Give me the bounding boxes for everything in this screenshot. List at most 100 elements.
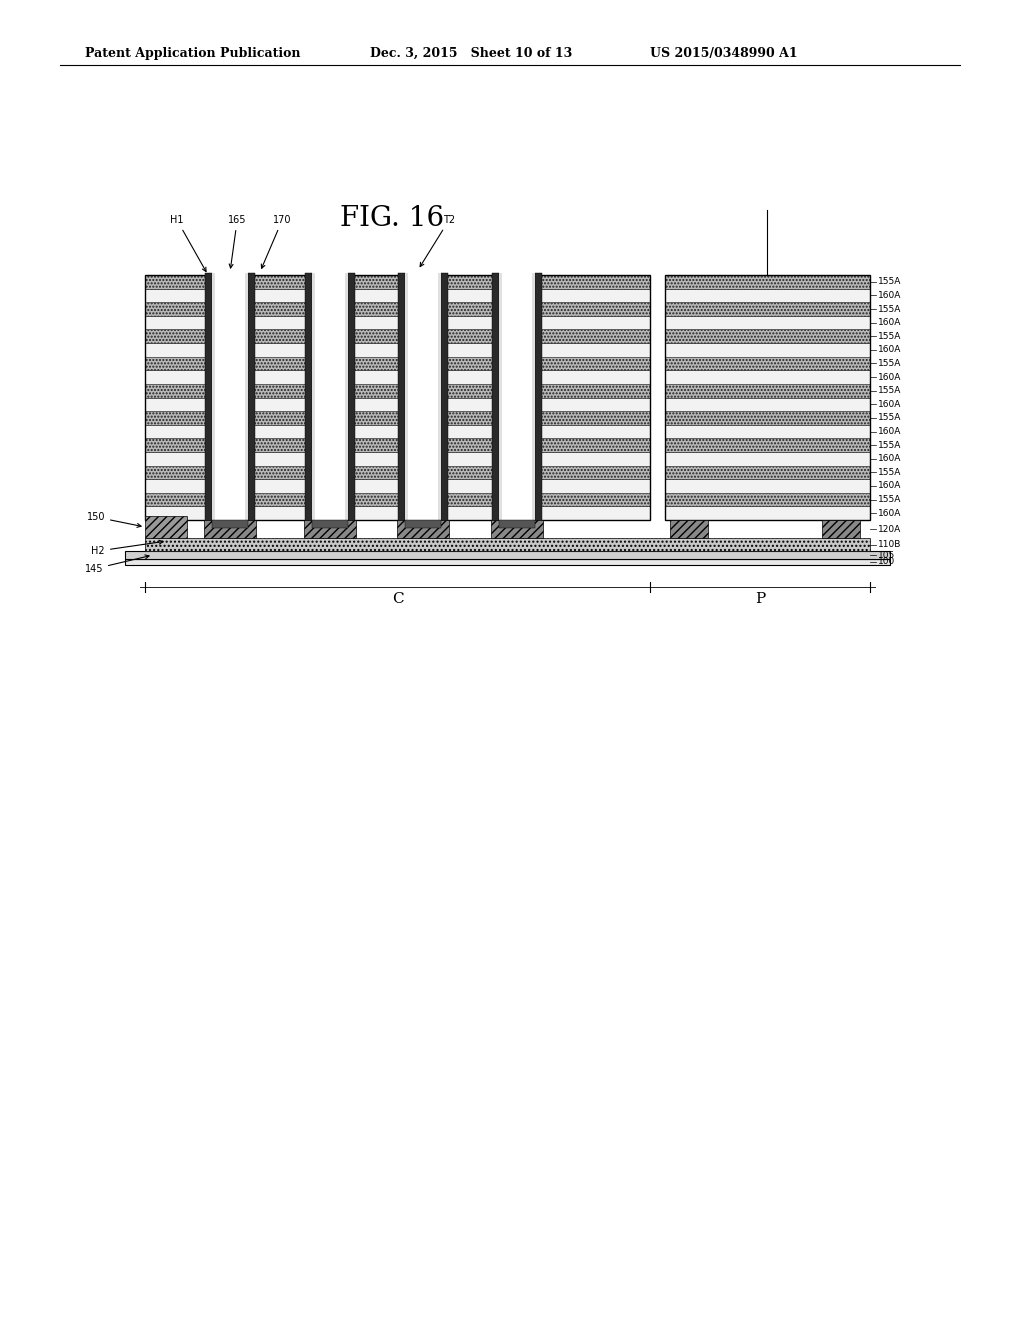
- Bar: [212, 273, 248, 521]
- Text: Dec. 3, 2015   Sheet 10 of 13: Dec. 3, 2015 Sheet 10 of 13: [370, 48, 572, 59]
- Text: US 2015/0348990 A1: US 2015/0348990 A1: [650, 48, 798, 59]
- Bar: [145, 507, 650, 520]
- Bar: [205, 273, 212, 521]
- Bar: [145, 516, 187, 539]
- Bar: [665, 466, 870, 479]
- Bar: [665, 384, 870, 397]
- Bar: [145, 438, 650, 451]
- Bar: [145, 451, 650, 466]
- Bar: [665, 507, 870, 520]
- Bar: [145, 343, 650, 356]
- Text: 110B: 110B: [878, 540, 901, 549]
- Bar: [665, 479, 870, 492]
- Text: 155A: 155A: [878, 331, 901, 341]
- Text: 165: 165: [228, 215, 247, 268]
- Text: 160A: 160A: [878, 372, 901, 381]
- Bar: [145, 397, 650, 411]
- Bar: [665, 275, 870, 289]
- Text: 155A: 155A: [878, 441, 901, 450]
- Bar: [304, 520, 356, 539]
- Text: 160A: 160A: [878, 508, 901, 517]
- Bar: [406, 273, 441, 521]
- Bar: [145, 539, 870, 550]
- Text: 160A: 160A: [878, 428, 901, 436]
- Bar: [490, 520, 543, 539]
- Bar: [822, 520, 860, 539]
- Text: Patent Application Publication: Patent Application Publication: [85, 48, 300, 59]
- Text: 120A: 120A: [878, 524, 901, 533]
- Bar: [212, 520, 248, 528]
- Bar: [499, 520, 535, 528]
- Bar: [665, 343, 870, 356]
- Text: 155A: 155A: [878, 359, 901, 368]
- Bar: [441, 273, 449, 521]
- Text: 155A: 155A: [878, 387, 901, 395]
- Bar: [145, 492, 650, 507]
- Bar: [312, 520, 348, 528]
- Bar: [145, 356, 650, 371]
- Bar: [502, 273, 532, 521]
- Text: 160A: 160A: [878, 346, 901, 354]
- Text: T2: T2: [420, 215, 455, 267]
- Bar: [397, 520, 449, 539]
- Bar: [305, 273, 312, 521]
- Bar: [665, 451, 870, 466]
- Bar: [665, 371, 870, 384]
- Text: 160A: 160A: [878, 482, 901, 491]
- Bar: [312, 273, 348, 521]
- Bar: [248, 273, 255, 521]
- Text: 155A: 155A: [878, 467, 901, 477]
- Text: 160A: 160A: [878, 318, 901, 327]
- Bar: [348, 273, 355, 521]
- Text: C: C: [392, 591, 403, 606]
- Text: 145: 145: [85, 554, 150, 574]
- Bar: [665, 356, 870, 371]
- Text: 160A: 160A: [878, 400, 901, 409]
- Bar: [145, 315, 650, 330]
- Bar: [665, 275, 870, 520]
- Bar: [125, 550, 890, 558]
- Bar: [145, 479, 650, 492]
- Bar: [665, 411, 870, 425]
- Text: 105: 105: [878, 550, 895, 560]
- Bar: [665, 289, 870, 302]
- Text: 170: 170: [261, 215, 292, 268]
- Bar: [145, 289, 650, 302]
- Bar: [398, 273, 406, 521]
- Bar: [315, 273, 345, 521]
- Text: P: P: [755, 591, 765, 606]
- Text: 155A: 155A: [878, 305, 901, 314]
- Bar: [145, 330, 650, 343]
- Bar: [499, 273, 535, 521]
- Bar: [665, 330, 870, 343]
- Text: 155A: 155A: [878, 413, 901, 422]
- Bar: [406, 520, 441, 528]
- Bar: [535, 273, 542, 521]
- Text: 160A: 160A: [878, 454, 901, 463]
- Bar: [665, 492, 870, 507]
- Text: 150: 150: [86, 512, 141, 527]
- Bar: [145, 411, 650, 425]
- Text: 160A: 160A: [878, 290, 901, 300]
- Bar: [125, 558, 890, 565]
- Bar: [204, 520, 256, 539]
- Text: 155A: 155A: [878, 495, 901, 504]
- Bar: [665, 438, 870, 451]
- Bar: [670, 520, 708, 539]
- Bar: [145, 371, 650, 384]
- Text: H2: H2: [91, 540, 163, 556]
- Bar: [145, 302, 650, 315]
- Bar: [665, 397, 870, 411]
- Bar: [145, 425, 650, 438]
- Text: 100: 100: [878, 557, 895, 566]
- Text: FIG. 16: FIG. 16: [340, 205, 444, 232]
- Bar: [492, 273, 499, 521]
- Text: 155A: 155A: [878, 277, 901, 286]
- Bar: [665, 302, 870, 315]
- Bar: [665, 425, 870, 438]
- Bar: [145, 275, 650, 520]
- Bar: [145, 466, 650, 479]
- Bar: [215, 273, 245, 521]
- Text: H1: H1: [170, 215, 206, 272]
- Bar: [145, 275, 650, 289]
